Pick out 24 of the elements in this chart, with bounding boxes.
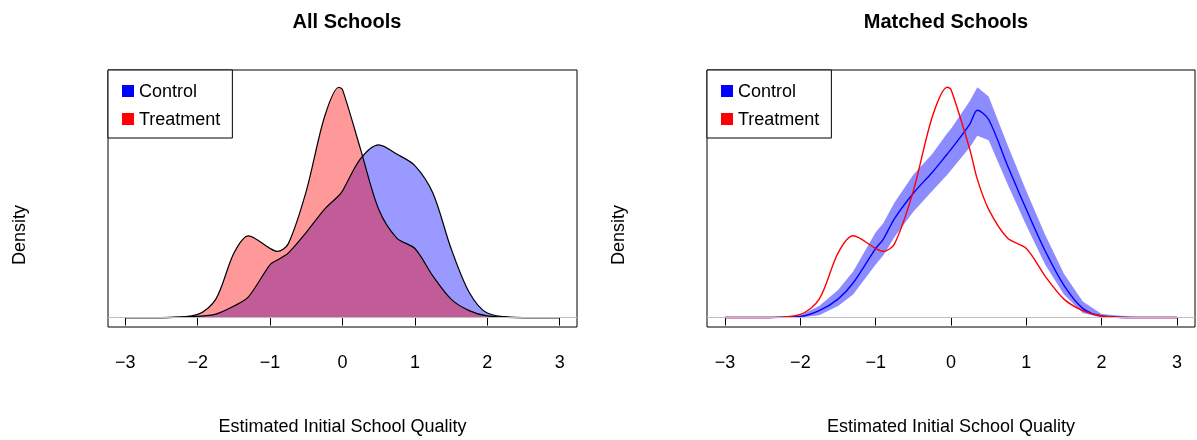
x-tick-label: 1	[409, 352, 420, 372]
x-tick-label: 0	[945, 352, 957, 372]
legend-label: Treatment	[738, 109, 820, 129]
x-tick-label: 2	[482, 352, 493, 372]
legend-label: Control	[139, 81, 198, 101]
x-tick-label: −2	[187, 352, 209, 372]
x-tick-label: −2	[790, 352, 811, 372]
chart-title: All Schools	[292, 10, 402, 32]
x-tick-label: −3	[115, 352, 136, 372]
x-tick-label: −3	[714, 352, 736, 372]
x-tick-label: 2	[1096, 352, 1107, 372]
legend-label: Treatment	[139, 109, 221, 129]
x-axis-title: Estimated Initial School Quality	[826, 416, 1076, 436]
legend-label: Control	[738, 81, 797, 101]
x-axis-title: Estimated Initial School Quality	[218, 416, 467, 436]
x-tick-label: 0	[337, 352, 348, 372]
y-axis-title: Density	[608, 204, 628, 266]
x-tick-label: −1	[865, 352, 886, 372]
x-tick-label: 3	[1171, 352, 1182, 372]
y-axis-title: Density	[9, 204, 29, 266]
x-tick-label: 3	[554, 352, 565, 372]
x-tick-label: 1	[1021, 352, 1032, 372]
chart-title: Matched Schools	[863, 10, 1029, 32]
x-tick-label: −1	[259, 352, 281, 372]
